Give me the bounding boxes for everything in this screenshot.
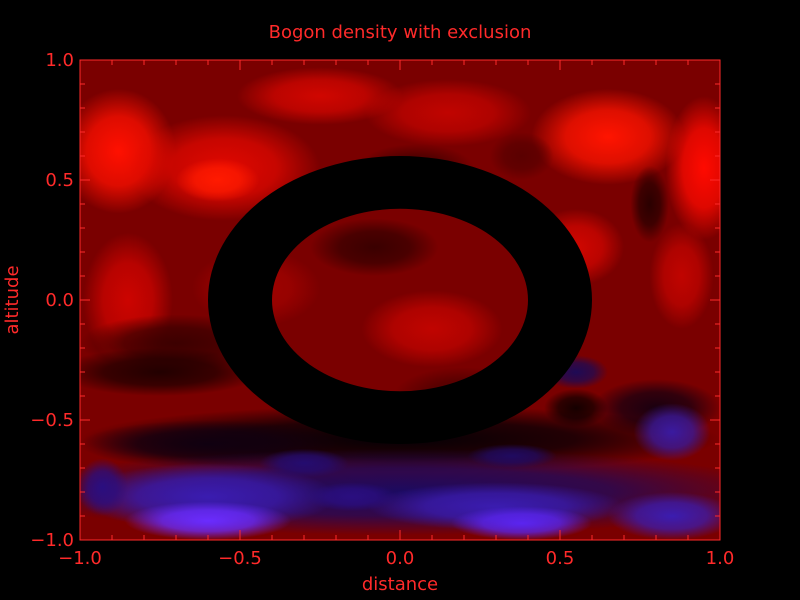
density-blob bbox=[665, 96, 720, 240]
density-blob bbox=[361, 290, 503, 368]
exclusion-ring bbox=[208, 156, 592, 444]
density-blob bbox=[80, 348, 263, 396]
density-blob bbox=[451, 506, 592, 540]
density-blob bbox=[364, 79, 532, 147]
x-tick-label: −0.5 bbox=[218, 548, 262, 569]
x-tick-label: 1.0 bbox=[706, 548, 735, 569]
axis-ticks bbox=[79, 59, 721, 541]
y-tick-label: −0.5 bbox=[30, 410, 74, 431]
density-blob bbox=[649, 223, 714, 329]
density-blob bbox=[310, 218, 439, 276]
density-blob bbox=[633, 403, 711, 461]
density-blob bbox=[236, 67, 404, 125]
density-blob bbox=[531, 88, 685, 185]
y-tick-label: 0.0 bbox=[45, 290, 74, 311]
chart-title: Bogon density with exclusion bbox=[269, 22, 532, 43]
density-blob bbox=[489, 132, 554, 180]
x-tick-label: 0.5 bbox=[546, 548, 575, 569]
density-blob bbox=[630, 165, 669, 243]
density-blob bbox=[176, 158, 260, 202]
y-tick-label: −1.0 bbox=[30, 530, 74, 551]
x-tick-label: 0.0 bbox=[386, 548, 415, 569]
density-blob bbox=[608, 492, 720, 540]
y-axis-label: altitude bbox=[2, 265, 23, 334]
x-axis-label: distance bbox=[362, 574, 438, 595]
density-field bbox=[80, 60, 720, 540]
density-blob bbox=[467, 444, 557, 468]
axis-tick-labels: −1.0 −0.5 0.0 0.5 1.0 −1.0 −0.5 0.0 0.5 1.0 bbox=[30, 50, 734, 569]
density-blob bbox=[80, 458, 128, 516]
y-tick-label: 0.5 bbox=[45, 170, 74, 191]
density-blob bbox=[259, 448, 349, 478]
y-tick-label: 1.0 bbox=[45, 50, 74, 71]
density-blob bbox=[124, 501, 292, 540]
density-blob bbox=[307, 482, 397, 512]
x-tick-label: −1.0 bbox=[58, 548, 102, 569]
